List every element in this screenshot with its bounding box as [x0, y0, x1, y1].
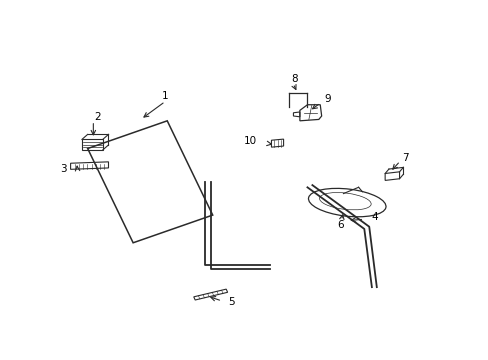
- Text: 7: 7: [401, 153, 408, 163]
- Text: 6: 6: [337, 220, 344, 230]
- Text: 3: 3: [61, 164, 67, 174]
- Text: 4: 4: [370, 212, 377, 222]
- Text: 2: 2: [94, 112, 100, 122]
- Text: 9: 9: [324, 94, 330, 104]
- Text: 1: 1: [162, 91, 168, 101]
- Text: 5: 5: [227, 297, 234, 307]
- Text: 8: 8: [291, 74, 298, 84]
- Text: 10: 10: [244, 136, 257, 146]
